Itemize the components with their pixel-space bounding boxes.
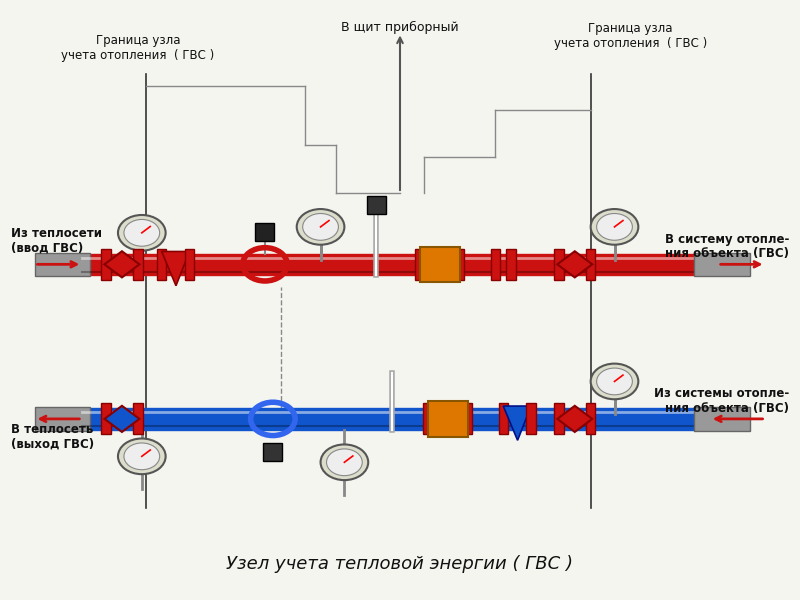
Bar bbox=[423, 403, 433, 434]
Text: Узел учета тепловой энергии ( ГВС ): Узел учета тепловой энергии ( ГВС ) bbox=[226, 556, 574, 574]
Bar bbox=[526, 403, 536, 434]
Polygon shape bbox=[558, 406, 592, 432]
Circle shape bbox=[590, 209, 638, 245]
Bar bbox=[255, 223, 274, 241]
Bar bbox=[82, 254, 694, 275]
Circle shape bbox=[118, 215, 166, 251]
Bar bbox=[82, 408, 694, 430]
Circle shape bbox=[321, 445, 368, 480]
Circle shape bbox=[597, 368, 632, 395]
Circle shape bbox=[302, 214, 338, 240]
Bar bbox=[420, 247, 459, 282]
Text: В щит приборный: В щит приборный bbox=[341, 20, 459, 34]
Circle shape bbox=[326, 449, 362, 476]
Bar bbox=[263, 443, 282, 461]
Bar bbox=[157, 249, 166, 280]
Bar bbox=[506, 249, 516, 280]
Circle shape bbox=[118, 439, 166, 474]
Bar bbox=[415, 249, 425, 280]
Bar bbox=[428, 401, 467, 437]
Circle shape bbox=[297, 209, 344, 245]
Text: Из теплосети
(ввод ГВС): Из теплосети (ввод ГВС) bbox=[10, 227, 102, 254]
Circle shape bbox=[597, 214, 632, 240]
Text: Из системы отопле-
ния объекта (ГВС): Из системы отопле- ния объекта (ГВС) bbox=[654, 387, 790, 415]
Bar bbox=[554, 403, 564, 434]
Bar bbox=[455, 249, 464, 280]
Bar bbox=[102, 249, 111, 280]
Bar bbox=[102, 403, 111, 434]
Polygon shape bbox=[105, 406, 139, 432]
Bar bbox=[490, 249, 500, 280]
Bar bbox=[462, 403, 472, 434]
Bar bbox=[498, 403, 508, 434]
Bar bbox=[366, 196, 386, 214]
Text: Граница узла
учета отопления  ( ГВС ): Граница узла учета отопления ( ГВС ) bbox=[554, 22, 707, 50]
Circle shape bbox=[124, 443, 160, 470]
Polygon shape bbox=[162, 251, 190, 286]
Bar bbox=[554, 249, 564, 280]
Bar bbox=[586, 249, 595, 280]
Polygon shape bbox=[558, 251, 592, 277]
Text: Граница узла
учета отопления  ( ГВС ): Граница узла учета отопления ( ГВС ) bbox=[62, 34, 214, 62]
Text: В теплосеть
(выход ГВС): В теплосеть (выход ГВС) bbox=[10, 423, 94, 451]
Bar bbox=[133, 403, 142, 434]
Bar bbox=[694, 253, 750, 276]
Bar bbox=[34, 253, 90, 276]
Bar bbox=[586, 403, 595, 434]
Circle shape bbox=[124, 220, 160, 246]
Text: В систему отопле-
ния объекта (ГВС): В систему отопле- ния объекта (ГВС) bbox=[665, 232, 790, 260]
Polygon shape bbox=[105, 251, 139, 277]
Polygon shape bbox=[503, 406, 531, 440]
Bar bbox=[133, 249, 142, 280]
Bar bbox=[694, 407, 750, 431]
Bar bbox=[34, 407, 90, 431]
Circle shape bbox=[590, 364, 638, 399]
Bar bbox=[185, 249, 194, 280]
